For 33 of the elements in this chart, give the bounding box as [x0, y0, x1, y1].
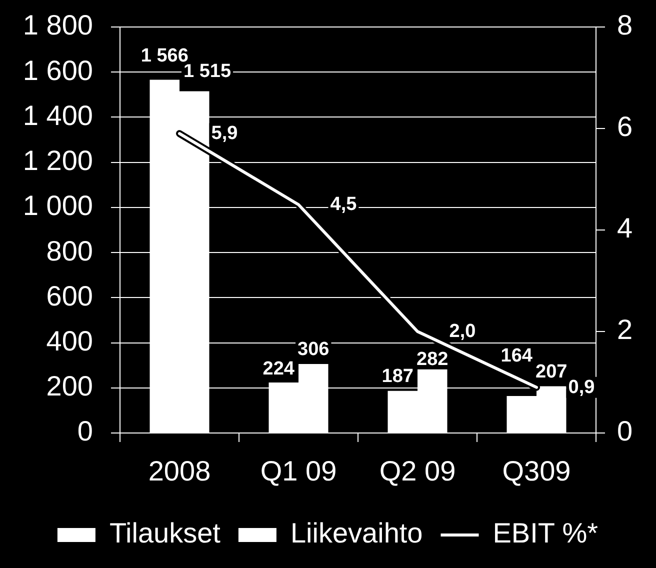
- y2-tick-label: 4: [617, 212, 633, 244]
- y2-tick-label: 0: [617, 416, 633, 447]
- y2-tick-label: 6: [617, 111, 633, 142]
- data-label: 224: [262, 358, 295, 380]
- data-label: 0,9: [568, 376, 595, 398]
- y-tick-label: 0: [77, 416, 93, 447]
- legend-label: Liikevaihto: [290, 518, 423, 549]
- y-tick-label: 1 600: [22, 54, 93, 86]
- y-tick-label: 1 400: [22, 100, 93, 131]
- x-tick-label: 2008: [148, 456, 211, 487]
- x-tick-label: Q309: [502, 456, 571, 487]
- y-tick-label: 800: [46, 235, 93, 266]
- legend-label: EBIT %*: [492, 518, 598, 549]
- x-tick-label: Q1 09: [260, 456, 337, 487]
- y-tick-label: 1 200: [22, 145, 93, 176]
- data-label: 164: [500, 346, 533, 367]
- y-tick-label: 200: [46, 370, 93, 402]
- y2-tick-label: 8: [617, 10, 633, 41]
- y-tick-label: 400: [46, 325, 93, 356]
- data-label: 4,5: [330, 194, 358, 216]
- y-tick-label: 1 000: [22, 190, 93, 222]
- data-label: 187: [382, 366, 414, 387]
- data-label: 5,9: [211, 123, 238, 144]
- data-label: 207: [536, 361, 568, 382]
- legend-label: Tilaukset: [109, 518, 221, 549]
- data-label: 2,0: [449, 321, 476, 342]
- data-label: 306: [298, 338, 330, 360]
- y-tick-label: 1 800: [22, 10, 93, 41]
- data-label: 1 515: [184, 61, 232, 82]
- x-tick-label: Q2 09: [379, 456, 456, 487]
- y2-tick-label: 2: [617, 314, 633, 346]
- y-tick-label: 600: [46, 280, 93, 312]
- data-label: 282: [416, 348, 448, 370]
